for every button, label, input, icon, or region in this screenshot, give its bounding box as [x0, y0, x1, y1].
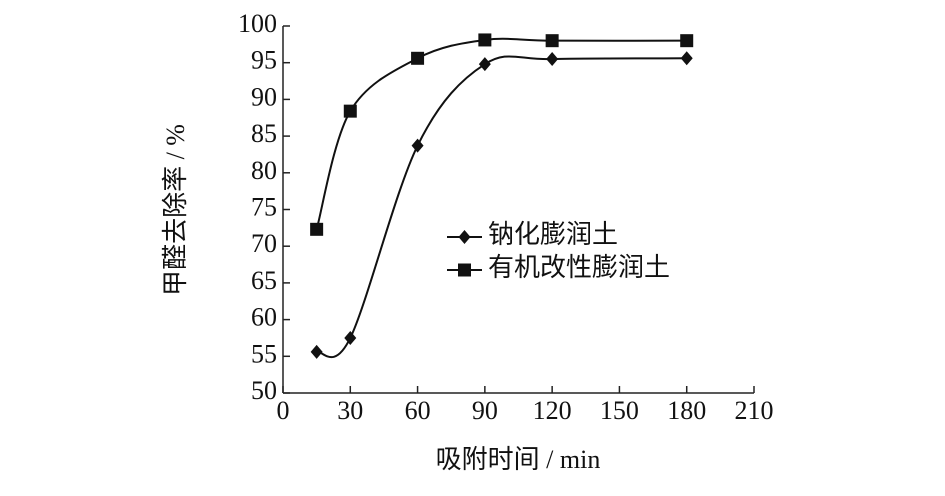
- y-tick-label: 90: [251, 82, 277, 111]
- marker: [310, 222, 324, 236]
- y-tick-label: 75: [251, 192, 277, 221]
- marker: [680, 34, 694, 48]
- marker: [344, 330, 357, 345]
- marker: [343, 104, 357, 118]
- x-tick-label: 120: [533, 396, 572, 425]
- marker: [546, 52, 559, 67]
- y-tick-label: 55: [251, 339, 277, 368]
- series-line: [316, 55, 687, 359]
- y-tick-label: 85: [251, 119, 277, 148]
- y-axis-label: 甲醛去除率 / %: [161, 124, 190, 296]
- x-tick-label: 180: [667, 396, 706, 425]
- x-tick-label: 0: [277, 396, 290, 425]
- legend-marker: [458, 230, 471, 244]
- y-tick-label: 80: [251, 156, 277, 185]
- marker: [310, 344, 323, 359]
- marker: [478, 33, 492, 47]
- marker: [411, 51, 425, 65]
- x-tick-label: 30: [337, 396, 363, 425]
- x-tick-label: 90: [472, 396, 498, 425]
- series-line: [315, 37, 687, 230]
- y-tick-label: 70: [251, 229, 277, 258]
- marker: [478, 57, 491, 72]
- y-tick-label: 95: [251, 46, 277, 75]
- x-axis-label: 吸附时间 / min: [436, 445, 601, 474]
- y-tick-label: 50: [251, 376, 277, 405]
- marker: [680, 51, 693, 66]
- y-tick-label: 65: [251, 266, 277, 295]
- marker: [545, 34, 559, 48]
- y-tick-label: 100: [238, 9, 277, 38]
- legend-marker: [458, 263, 471, 277]
- x-tick-label: 210: [735, 396, 774, 425]
- legend-label: 有机改性膨润土: [488, 253, 670, 282]
- legend-label: 钠化膨润土: [488, 220, 618, 249]
- marker: [411, 138, 424, 153]
- x-tick-label: 150: [600, 396, 639, 425]
- y-tick-label: 60: [251, 303, 277, 332]
- x-tick-label: 60: [405, 396, 431, 425]
